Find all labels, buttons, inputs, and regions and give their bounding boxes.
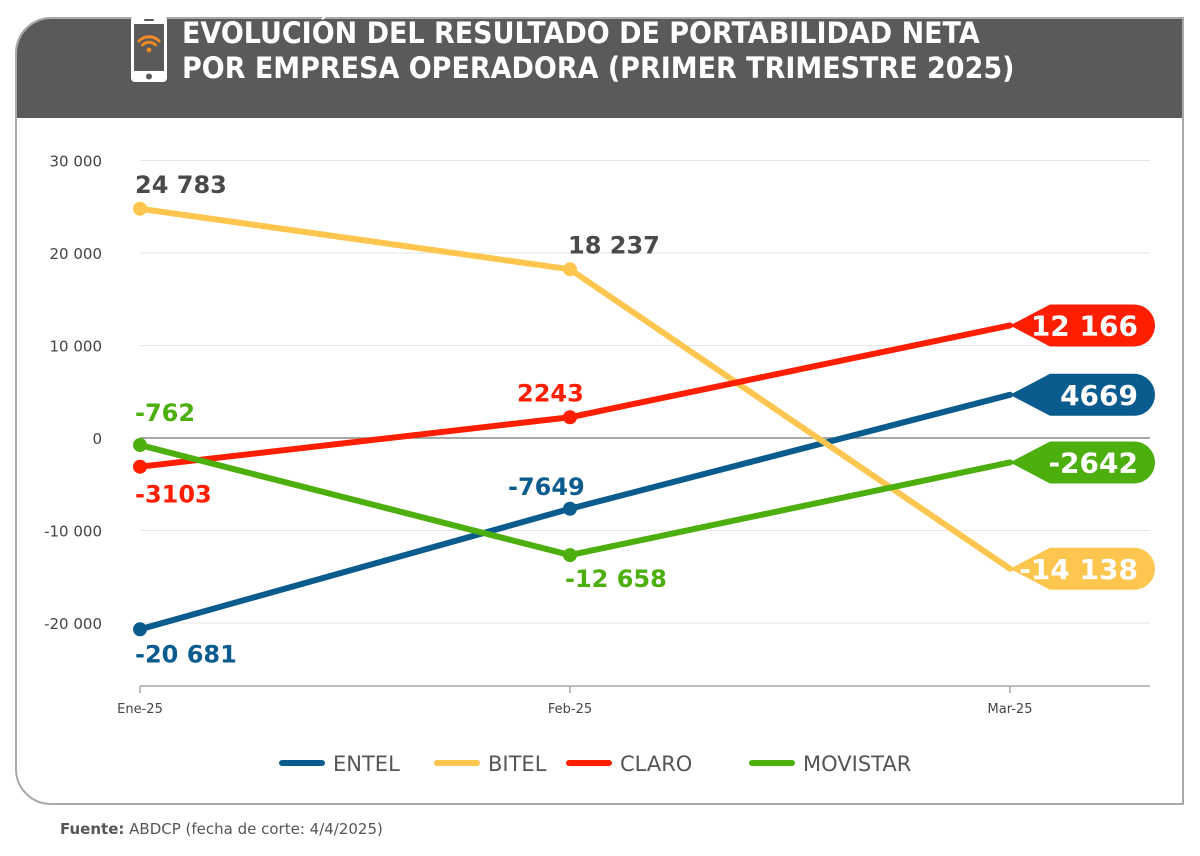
source-note: Fuente: ABDCP (fecha de corte: 4/4/2025) <box>60 820 383 838</box>
chart-card <box>15 17 1184 805</box>
data-point-entel <box>133 622 147 637</box>
legend-label-entel: ENTEL <box>333 752 400 776</box>
data-point-claro <box>133 459 147 474</box>
end-label-claro: 12 166 <box>1031 309 1138 342</box>
y-tick-label: -10 000 <box>44 523 102 541</box>
y-tick-label: 20 000 <box>50 245 103 263</box>
data-label-movistar: -12 658 <box>565 565 667 593</box>
data-point-entel <box>563 501 577 516</box>
x-tick-label: Ene-25 <box>117 702 163 717</box>
y-tick-label: 10 000 <box>50 338 103 356</box>
chart-header <box>17 19 1182 118</box>
end-label-tag-bitel <box>1010 547 1155 590</box>
data-point-bitel <box>563 262 577 277</box>
data-point-movistar <box>133 438 147 453</box>
end-label-entel: 4669 <box>1060 379 1138 412</box>
data-label-claro: 2243 <box>517 379 584 407</box>
end-label-tag-entel <box>1010 373 1155 416</box>
smartphone-wifi-icon <box>131 16 167 82</box>
data-point-movistar <box>563 548 577 563</box>
end-label-movistar: -2642 <box>1048 446 1138 479</box>
source-label: Fuente: <box>60 820 125 838</box>
legend-label-movistar: MOVISTAR <box>803 752 911 776</box>
title-line-2: POR EMPRESA OPERADORA (PRIMER TRIMESTRE … <box>182 51 1015 85</box>
y-tick-label: 0 <box>92 430 102 448</box>
data-label-claro: -3103 <box>135 481 212 509</box>
source-text: ABDCP (fecha de corte: 4/4/2025) <box>124 820 383 838</box>
legend-label-bitel: BITEL <box>488 752 547 776</box>
y-tick-label: 30 000 <box>50 153 103 171</box>
data-point-bitel <box>133 201 147 216</box>
data-point-claro <box>563 410 577 425</box>
data-label-bitel: 24 783 <box>135 171 227 199</box>
end-label-bitel: -14 138 <box>1019 553 1138 586</box>
data-label-movistar: -762 <box>135 399 195 427</box>
x-tick-label: Mar-25 <box>988 702 1033 717</box>
x-tick-label: Feb-25 <box>548 702 592 717</box>
end-label-tag-movistar <box>1010 441 1155 484</box>
end-label-tag-claro <box>1010 304 1155 347</box>
data-label-entel: -20 681 <box>135 640 237 668</box>
data-label-entel: -7649 <box>508 473 585 501</box>
title-line-1: EVOLUCIÓN DEL RESULTADO DE PORTABILIDAD … <box>182 16 980 50</box>
data-label-bitel: 18 237 <box>568 231 660 259</box>
chart-title: EVOLUCIÓN DEL RESULTADO DE PORTABILIDAD … <box>182 16 1014 86</box>
legend-label-claro: CLARO <box>620 752 692 776</box>
y-tick-label: -20 000 <box>44 615 102 633</box>
